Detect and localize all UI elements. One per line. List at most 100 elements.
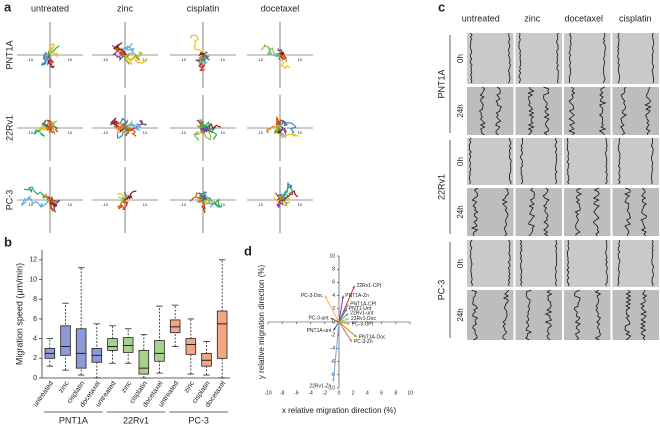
arrow-head: [352, 285, 355, 289]
row-label: 22Rv1: [436, 174, 446, 200]
track-tick-label: -10: [180, 57, 187, 62]
column-header: cisplatin: [187, 3, 220, 13]
cell-track: [124, 126, 137, 137]
cell-track: [117, 126, 126, 135]
cell-track: [277, 194, 283, 202]
wound-edge: [478, 86, 486, 136]
cell-track: [121, 42, 135, 56]
wound-edge: [639, 289, 648, 341]
x-tick-label: 0: [338, 390, 341, 396]
cell-track: [279, 185, 294, 201]
wound-edge: [602, 32, 606, 84]
wound-image: [515, 33, 562, 84]
wound-edge: [617, 137, 621, 185]
wound-image: [564, 188, 611, 236]
cell-track: [276, 199, 281, 209]
cell-track: [198, 54, 204, 60]
track-tick-label: 10: [68, 202, 73, 207]
x-tick-label: 10: [407, 390, 413, 396]
wound-image: [612, 290, 659, 340]
vector-label: 22Rv1-unt: [350, 311, 374, 317]
x-tick-label: zinc: [58, 380, 71, 395]
wound-edge: [651, 239, 654, 287]
arrow-head: [324, 295, 328, 299]
arrow-head: [345, 318, 349, 321]
x-tick-label: 8: [394, 390, 397, 396]
cell-track: [268, 47, 281, 58]
wound-edge: [507, 239, 511, 287]
cell-track: [49, 120, 58, 130]
wound-edge: [495, 86, 502, 136]
x-tick-label: 2: [352, 390, 355, 396]
arrow-head: [330, 317, 334, 321]
track-tick-label: -10: [27, 57, 34, 62]
arrow-head: [349, 338, 352, 342]
y-tick-label: 0: [332, 319, 335, 325]
wound-edge: [640, 187, 648, 237]
cell-track: [111, 44, 126, 62]
wound-edge: [518, 32, 522, 84]
cell-track: [201, 193, 207, 202]
column-header: docetaxel: [564, 13, 603, 23]
group-label: 22Rv1: [123, 415, 149, 425]
y-tick-label: 4: [33, 335, 37, 342]
cell-track: [124, 51, 143, 59]
row-label: PC-3: [4, 190, 14, 211]
cell-track: [38, 124, 51, 132]
time-label: 24h: [456, 308, 465, 321]
cell-track: [45, 125, 56, 135]
track-tick-label: -10: [27, 202, 34, 207]
cell-track: [198, 51, 205, 57]
wound-edge: [592, 187, 600, 237]
wound-edge: [528, 187, 536, 237]
track-tick-label: 10: [298, 202, 303, 207]
track-tick-label: 10: [221, 202, 226, 207]
cell-track: [20, 195, 51, 209]
x-tick-label: -6: [294, 390, 299, 396]
box: [216, 310, 228, 359]
column-header: untreated: [31, 3, 69, 13]
y-tick-label: -10: [328, 385, 335, 391]
wound-image: [564, 240, 611, 287]
cell-track: [202, 197, 223, 208]
wound-image: [612, 188, 659, 236]
track-tick-label: -10: [102, 130, 109, 135]
wound-edge: [525, 289, 532, 341]
arrow-head: [346, 322, 350, 325]
wound-edge: [554, 239, 558, 287]
arrow-head: [344, 308, 347, 312]
x-tick-label: 4: [366, 390, 369, 396]
wound-edge: [501, 187, 509, 237]
row-label: 22Rv1: [4, 115, 14, 141]
vector-label: PNT1A-Doc: [359, 335, 386, 341]
y-tick-label: -6: [331, 359, 336, 365]
time-label: 24h: [456, 205, 465, 218]
cell-track: [124, 190, 137, 201]
group-label: PC-3: [188, 415, 209, 425]
direction-vector: [338, 295, 344, 323]
arrow-head: [333, 327, 336, 331]
cell-track: [113, 42, 126, 55]
wound-edge: [617, 239, 621, 286]
wound-edge: [468, 137, 472, 185]
track-tick-label: 10: [143, 57, 148, 62]
time-label: 0h: [456, 157, 465, 166]
box: [138, 350, 150, 375]
cell-track: [49, 199, 61, 213]
direction-vector: [338, 321, 353, 343]
track-tick-label: -10: [180, 130, 187, 135]
cell-track: [192, 127, 212, 141]
wound-edge: [556, 32, 559, 84]
vector-label: PC-3-Zn: [354, 339, 373, 345]
y-tick-label: -4: [331, 346, 336, 352]
wound-edge: [544, 289, 553, 341]
track-tick-label: 10: [68, 130, 73, 135]
wound-image: [612, 87, 659, 135]
box: [60, 325, 71, 356]
arrow-head: [345, 304, 349, 308]
wound-edge: [566, 239, 570, 287]
wound-edge: [605, 239, 608, 287]
box: [75, 328, 87, 369]
vector-label: PNT1A-Zn: [345, 293, 369, 299]
y-tick-label: 6: [332, 280, 335, 286]
